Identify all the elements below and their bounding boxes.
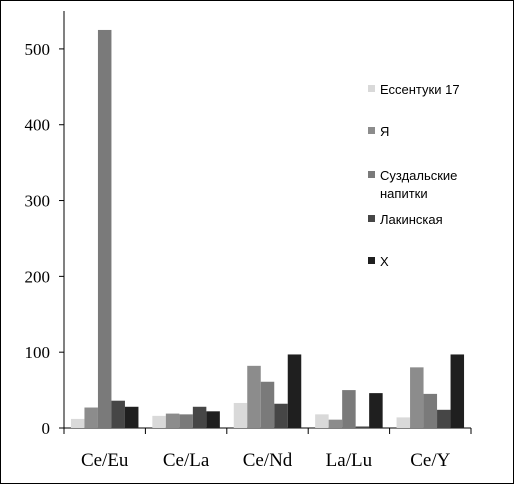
bar-ce-y-series-4 xyxy=(437,409,451,428)
bar-ce-la-series-2 xyxy=(165,413,180,428)
bar-ce-la-series-5 xyxy=(206,411,220,428)
bar-la-lu-series-4 xyxy=(355,426,370,428)
legend-label: Ессентуки 17 xyxy=(380,82,460,97)
legend-label: Я xyxy=(380,124,389,139)
bars xyxy=(70,29,465,428)
bar-la-lu-series-3 xyxy=(342,390,356,428)
bar-ce-y-series-1 xyxy=(396,417,411,428)
legend-swatch xyxy=(368,171,375,178)
y-tick-label: 100 xyxy=(25,343,51,362)
legend-label: Лакинская xyxy=(380,212,443,227)
legend-swatch xyxy=(368,127,375,134)
y-tick-label: 200 xyxy=(25,267,51,286)
legend-swatch xyxy=(368,257,375,264)
bar-ce-nd-series-1 xyxy=(233,402,248,428)
x-tick-label: Ce/La xyxy=(163,450,210,471)
bar-ce-nd-series-3 xyxy=(260,381,275,428)
bar-ce-eu-series-4 xyxy=(111,400,125,428)
bar-la-lu-series-2 xyxy=(328,419,343,428)
legend-swatch xyxy=(368,85,375,92)
y-tick-label: 0 xyxy=(42,419,51,438)
bar-ce-eu-series-5 xyxy=(124,406,139,428)
x-tick-label: Ce/Y xyxy=(410,450,450,471)
bar-ce-y-series-5 xyxy=(450,354,465,428)
bar-ce-y-series-3 xyxy=(423,393,438,428)
bar-ce-y-series-2 xyxy=(410,367,424,428)
bar-la-lu-series-1 xyxy=(315,414,329,428)
bar-ce-eu-series-1 xyxy=(70,418,85,428)
legend-swatch xyxy=(368,215,375,222)
axes: 0 100 200 300 400 500 Ce/Eu Ce/La Ce/Nd La/Lu Ce/Y xyxy=(25,11,472,471)
bar-ce-eu-series-3 xyxy=(97,29,112,428)
bar-ce-la-series-3 xyxy=(179,414,193,428)
y-tick-label: 400 xyxy=(25,116,51,135)
bar-ce-eu-series-2 xyxy=(84,407,98,428)
bar-ce-la-series-4 xyxy=(192,406,207,428)
bar-ce-la-series-1 xyxy=(152,415,166,428)
y-tick-label: 500 xyxy=(25,40,51,59)
bar-ce-nd-series-2 xyxy=(247,365,261,428)
legend-label: Суздальские напитки xyxy=(380,168,457,201)
legend: Ессентуки 17 Я Суздальские напитки Лакинская… xyxy=(368,82,460,269)
x-tick-label: Ce/Nd xyxy=(243,450,293,471)
x-tick-label: La/Lu xyxy=(326,450,373,471)
y-tick-label: 300 xyxy=(25,192,51,211)
x-tick-label: Ce/Eu xyxy=(81,450,129,471)
bar-ce-nd-series-5 xyxy=(287,354,302,428)
bar-ce-nd-series-4 xyxy=(274,403,288,428)
bar-la-lu-series-5 xyxy=(369,393,383,428)
legend-label: X xyxy=(380,254,389,269)
